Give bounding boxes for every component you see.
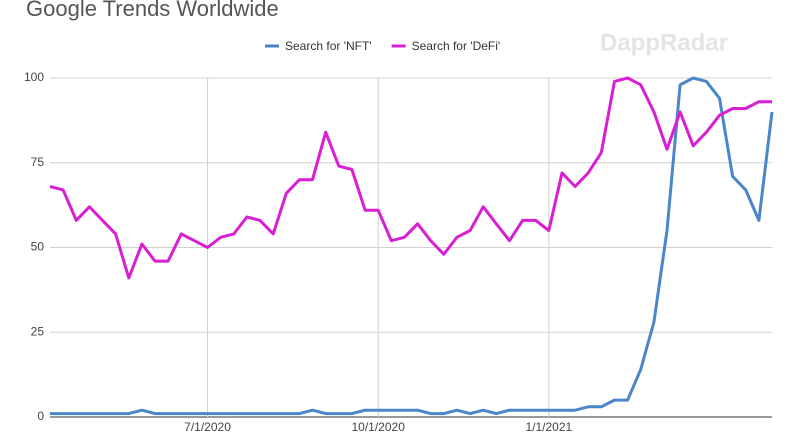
y-tick-label: 50 bbox=[31, 240, 45, 254]
x-tick-label: 10/1/2020 bbox=[351, 420, 405, 433]
series-line bbox=[50, 76, 774, 416]
y-tick-label: 0 bbox=[37, 409, 44, 423]
legend-label: Search for 'NFT' bbox=[285, 39, 372, 53]
x-tick-label: 7/1/2020 bbox=[184, 420, 231, 433]
y-tick-label: 100 bbox=[24, 70, 44, 84]
y-tick-label: 75 bbox=[31, 155, 45, 169]
legend-label: Search for 'DeFi' bbox=[412, 39, 501, 53]
chart-title: Google Trends Worldwide bbox=[26, 0, 279, 21]
y-tick-label: 25 bbox=[31, 324, 45, 338]
x-tick-label: 1/1/2021 bbox=[525, 420, 572, 433]
watermark: DappRadar bbox=[600, 29, 728, 56]
series-line bbox=[49, 76, 772, 280]
